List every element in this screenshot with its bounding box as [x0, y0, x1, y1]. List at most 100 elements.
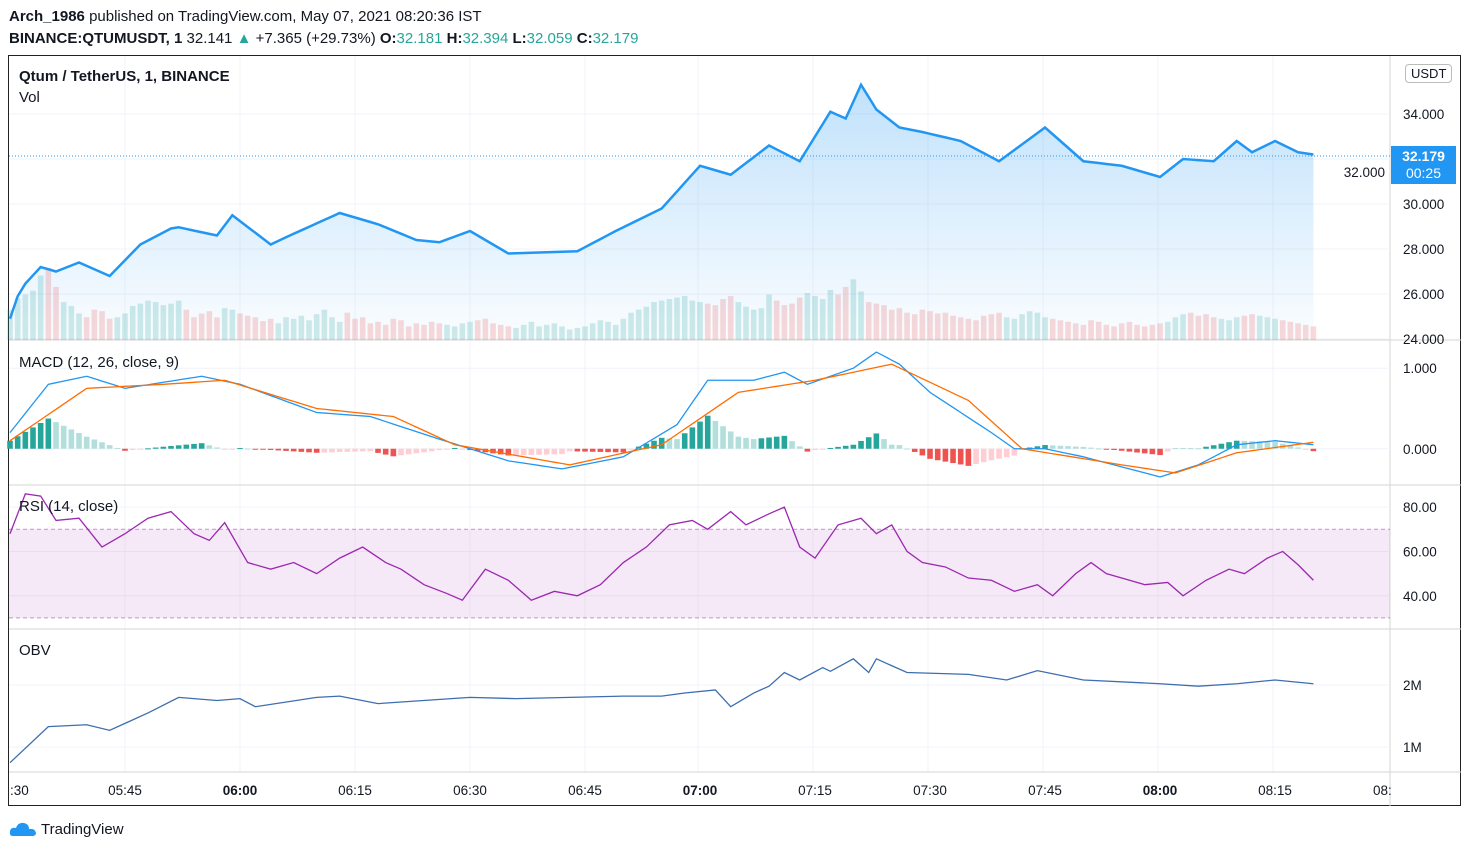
- time-tick-label: 08:: [1373, 783, 1392, 798]
- signal-line: [9, 363, 1314, 474]
- macd-histogram-bar: [382, 448, 389, 455]
- macd-histogram-bar: [1210, 445, 1217, 449]
- macd-histogram-bar: [1187, 448, 1194, 450]
- time-tick-label: 06:00: [223, 783, 258, 798]
- macd-histogram-bar: [789, 441, 795, 449]
- macd-histogram-bar: [536, 448, 542, 455]
- author[interactable]: Arch_1986: [9, 8, 85, 25]
- macd-histogram-bar: [45, 418, 52, 449]
- y-tick-label: 26.000: [1403, 287, 1444, 302]
- macd-histogram-bar: [221, 448, 228, 450]
- macd-histogram-bar: [352, 448, 358, 452]
- macd-histogram-bar: [1111, 448, 1117, 450]
- macd-histogram-bar: [1003, 448, 1010, 458]
- time-tick-label: 07:15: [798, 783, 832, 798]
- macd-histogram-bar: [996, 448, 1002, 459]
- macd-histogram-bar: [643, 443, 650, 449]
- macd-histogram-bar: [781, 435, 788, 449]
- y-tick-label: 30.000: [1403, 197, 1444, 212]
- tradingview-logo[interactable]: TradingView: [9, 820, 124, 838]
- close-value: 32.179: [592, 30, 639, 47]
- macd-histogram-bar: [720, 426, 726, 449]
- macd-histogram-bar: [1295, 447, 1301, 449]
- macd-histogram-bar: [766, 437, 772, 449]
- time-tick-label: :30: [10, 783, 29, 798]
- macd-histogram-bar: [835, 446, 841, 449]
- cloud-logo-icon: [9, 822, 37, 836]
- macd-histogram-bar: [1072, 446, 1079, 449]
- macd-histogram-bar: [628, 448, 634, 450]
- macd-histogram-bar: [865, 437, 872, 449]
- symbol: BINANCE:QTUMUSDT, 1: [9, 30, 183, 47]
- macd-histogram-bar: [175, 445, 182, 449]
- macd-histogram-bar: [528, 448, 535, 455]
- macd-histogram-bar: [1195, 448, 1202, 450]
- published-text: published on TradingView.com, May 07, 20…: [89, 8, 482, 25]
- macd-histogram-bar: [198, 443, 205, 449]
- y-tick-label: 80.00: [1403, 500, 1437, 515]
- macd-histogram-bar: [375, 448, 381, 453]
- macd-histogram-bar: [704, 415, 711, 449]
- macd-histogram-bar: [37, 422, 44, 449]
- symbol-info: BINANCE:QTUMUSDT, 1 32.141 ▲ +7.365 (+29…: [9, 30, 638, 47]
- macd-histogram-bar: [206, 445, 213, 449]
- macd-histogram-bar: [1287, 445, 1294, 449]
- bar-countdown: 00:25: [1405, 165, 1442, 181]
- macd-histogram-bar: [367, 448, 374, 452]
- macd-histogram-bar: [566, 448, 573, 452]
- macd-histogram-bar: [896, 445, 903, 449]
- macd-histogram-bar: [574, 448, 581, 452]
- time-tick-label: 08:15: [1258, 783, 1292, 798]
- macd-histogram-bar: [934, 448, 941, 461]
- macd-histogram-bar: [1126, 448, 1133, 452]
- macd-histogram-bar: [988, 448, 995, 461]
- rsi-label: RSI (14, close): [19, 498, 119, 515]
- macd-histogram-bar: [244, 448, 251, 450]
- macd-histogram-bar: [1302, 448, 1309, 450]
- macd-histogram-bar: [76, 433, 82, 449]
- macd-histogram-bar: [505, 448, 512, 456]
- macd-histogram-bar: [1011, 448, 1018, 456]
- time-tick-label: 07:30: [913, 783, 947, 798]
- macd-histogram-bar: [1095, 448, 1102, 450]
- macd-histogram-bar: [114, 447, 121, 449]
- macd-histogram-bar: [605, 448, 611, 453]
- macd-histogram-bar: [973, 448, 979, 464]
- macd-histogram-bar: [735, 436, 742, 449]
- y-tick-label: 1.000: [1403, 361, 1437, 376]
- macd-histogram-bar: [543, 448, 550, 455]
- macd-histogram-bar: [321, 448, 328, 453]
- time-tick-label: 07:00: [683, 783, 718, 798]
- time-tick-label: 06:45: [568, 783, 602, 798]
- price-line: [8, 82, 1314, 320]
- chart-title: Qtum / TetherUS, 1, BINANCE: [19, 68, 230, 85]
- macd-histogram-bar: [459, 448, 466, 450]
- macd-histogram-bar: [14, 436, 21, 449]
- volume-label: Vol: [19, 89, 40, 106]
- open-value: 32.181: [396, 30, 443, 47]
- macd-histogram-bar: [612, 448, 619, 453]
- macd-histogram-bar: [582, 448, 588, 452]
- y-tick-label: 40.00: [1403, 589, 1437, 604]
- time-tick-label: 08:00: [1143, 783, 1178, 798]
- macd-histogram-bar: [520, 448, 527, 456]
- macd-histogram-bar: [858, 440, 864, 449]
- macd-histogram-bar: [390, 448, 397, 457]
- open-label: O:: [379, 30, 397, 47]
- high-label: H:: [446, 30, 463, 47]
- macd-histogram-bar: [137, 448, 144, 450]
- macd-histogram-bar: [91, 439, 98, 449]
- time-tick-label: 06:30: [453, 783, 487, 798]
- macd-histogram-bar: [957, 448, 964, 465]
- currency-button[interactable]: USDT: [1405, 64, 1453, 83]
- macd-histogram-bar: [168, 446, 174, 449]
- macd-histogram-bar: [1034, 446, 1041, 449]
- macd-histogram-bar: [1065, 446, 1071, 449]
- macd-histogram-bar: [1264, 441, 1271, 449]
- y-tick-label: 60.00: [1403, 544, 1437, 559]
- macd-histogram-bar: [1241, 440, 1248, 449]
- macd-histogram-bar: [53, 422, 59, 449]
- chart-frame: [8, 55, 1461, 806]
- macd-histogram-bar: [237, 448, 243, 450]
